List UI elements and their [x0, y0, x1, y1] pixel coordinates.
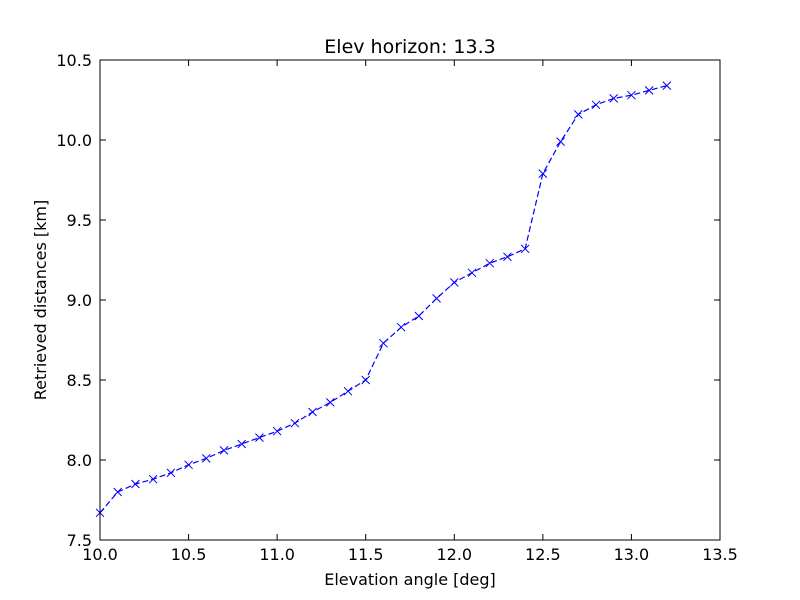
- plot-layer: [95, 81, 672, 518]
- data-point: [379, 338, 388, 348]
- x-tick-label: 12.5: [525, 545, 561, 564]
- data-point: [131, 479, 140, 489]
- data-point: [538, 169, 548, 178]
- x-tick-label: 10.0: [82, 545, 118, 564]
- data-point: [503, 252, 512, 262]
- x-tick-label: 11.5: [348, 545, 384, 564]
- data-point: [272, 426, 282, 436]
- data-point: [113, 487, 123, 497]
- tick-layer: 10.0 10.5 11.0 11.5 12.0 12.5 13.0 13.5 7.5 8.0 8.…: [56, 51, 737, 564]
- chart-title: Elev horizon: 13.3: [324, 36, 495, 58]
- data-point: [201, 454, 211, 463]
- series-line: [99, 85, 668, 514]
- data-point: [644, 86, 654, 95]
- data-point: [662, 81, 672, 90]
- y-tick-label: 9.5: [67, 211, 92, 230]
- data-point: [414, 311, 424, 321]
- data-point: [219, 446, 229, 455]
- y-tick-label: 8.5: [67, 371, 92, 390]
- data-point: [361, 375, 371, 385]
- x-tick-label: 10.5: [171, 545, 207, 564]
- data-point: [591, 100, 601, 110]
- data-point: [255, 433, 264, 442]
- data-point: [343, 386, 353, 396]
- y-tick-label: 9.0: [67, 291, 92, 310]
- data-point: [485, 258, 495, 268]
- data-point: [520, 244, 530, 254]
- data-point: [432, 294, 441, 303]
- x-tick-label: 13.5: [702, 545, 738, 564]
- x-axis-label: Elevation angle [deg]: [324, 570, 496, 589]
- data-point: [609, 94, 619, 103]
- x-tick-label: 13.0: [614, 545, 650, 564]
- data-point: [290, 418, 300, 428]
- data-point: [148, 474, 158, 484]
- y-tick-label: 10.5: [56, 51, 92, 70]
- data-point: [184, 460, 193, 470]
- plot-frame: [99, 59, 721, 541]
- x-tick-label: 12.0: [436, 545, 472, 564]
- y-tick-label: 10.0: [56, 131, 92, 150]
- data-point: [573, 110, 583, 119]
- x-tick-label: 11.0: [259, 545, 295, 564]
- y-axis-label: Retrieved distances [km]: [31, 200, 50, 401]
- data-point: [627, 90, 636, 100]
- data-point: [308, 407, 317, 417]
- y-tick-label: 7.5: [67, 531, 92, 550]
- y-tick-label: 8.0: [67, 451, 92, 470]
- data-point: [166, 468, 176, 478]
- data-point: [237, 439, 247, 449]
- data-point: [396, 322, 406, 332]
- data-point: [325, 398, 335, 407]
- data-point: [556, 137, 565, 146]
- data-point: [467, 268, 477, 278]
- data-point: [449, 278, 459, 287]
